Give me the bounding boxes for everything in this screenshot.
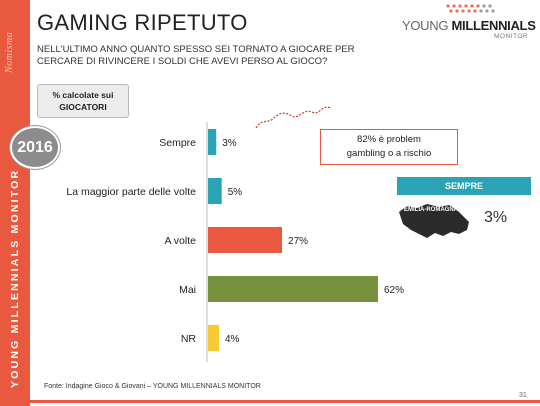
sidebar-strip: Nomisma YOUNG MILLENNIALS MONITOR bbox=[0, 0, 30, 406]
emilia-romagna-map-icon bbox=[399, 204, 469, 238]
data-label: 62% bbox=[384, 285, 404, 296]
sempre-banner: SEMPRE bbox=[397, 177, 531, 195]
category-label: Mai bbox=[179, 284, 196, 296]
logo-text: YOUNG MILLENNIALS bbox=[402, 18, 536, 33]
bar bbox=[208, 129, 217, 155]
bar bbox=[208, 178, 222, 204]
page-subtitle: NELL'ULTIMO ANNO QUANTO SPESSO SEI TORNA… bbox=[37, 44, 355, 67]
region-value: 3% bbox=[484, 209, 508, 226]
data-label: 3% bbox=[222, 138, 237, 149]
category-label: A volte bbox=[164, 235, 196, 247]
calc-note-line2: GIOCATORI bbox=[59, 102, 107, 112]
brand-logo: YOUNG MILLENNIALS MONITOR bbox=[400, 0, 536, 46]
calc-note-line1: % calcolate sui bbox=[52, 90, 114, 100]
logo-dots-icon bbox=[446, 4, 495, 13]
category-label: NR bbox=[181, 333, 197, 345]
calculation-note: % calcolate sui GIOCATORI bbox=[37, 84, 129, 118]
data-label: 4% bbox=[225, 334, 240, 345]
region-label: EMILIA-ROMAGNA bbox=[404, 207, 458, 213]
bar bbox=[208, 276, 378, 302]
bar bbox=[208, 227, 283, 253]
source-note: Fonte: Indagine Gioco & Giovani – YOUNG … bbox=[44, 383, 261, 390]
decorative-squiggle bbox=[255, 106, 331, 129]
data-label: 5% bbox=[228, 187, 243, 198]
year-badge: 2016 bbox=[10, 126, 60, 169]
callout-line1: 82% è problem bbox=[357, 134, 421, 145]
problem-gambling-callout: 82% è problem gambling o a rischio bbox=[320, 129, 458, 165]
callout-line2: gambling o a rischio bbox=[346, 148, 432, 159]
bar bbox=[208, 325, 219, 351]
page-number: 31 bbox=[519, 392, 527, 399]
page-title: GAMING RIPETUTO bbox=[37, 10, 248, 35]
category-label: La maggior parte delle volte bbox=[66, 186, 196, 198]
bottom-rule bbox=[30, 400, 540, 403]
logo-subtext: MONITOR bbox=[494, 33, 529, 40]
data-label: 27% bbox=[288, 236, 308, 247]
category-label: Sempre bbox=[159, 137, 196, 149]
